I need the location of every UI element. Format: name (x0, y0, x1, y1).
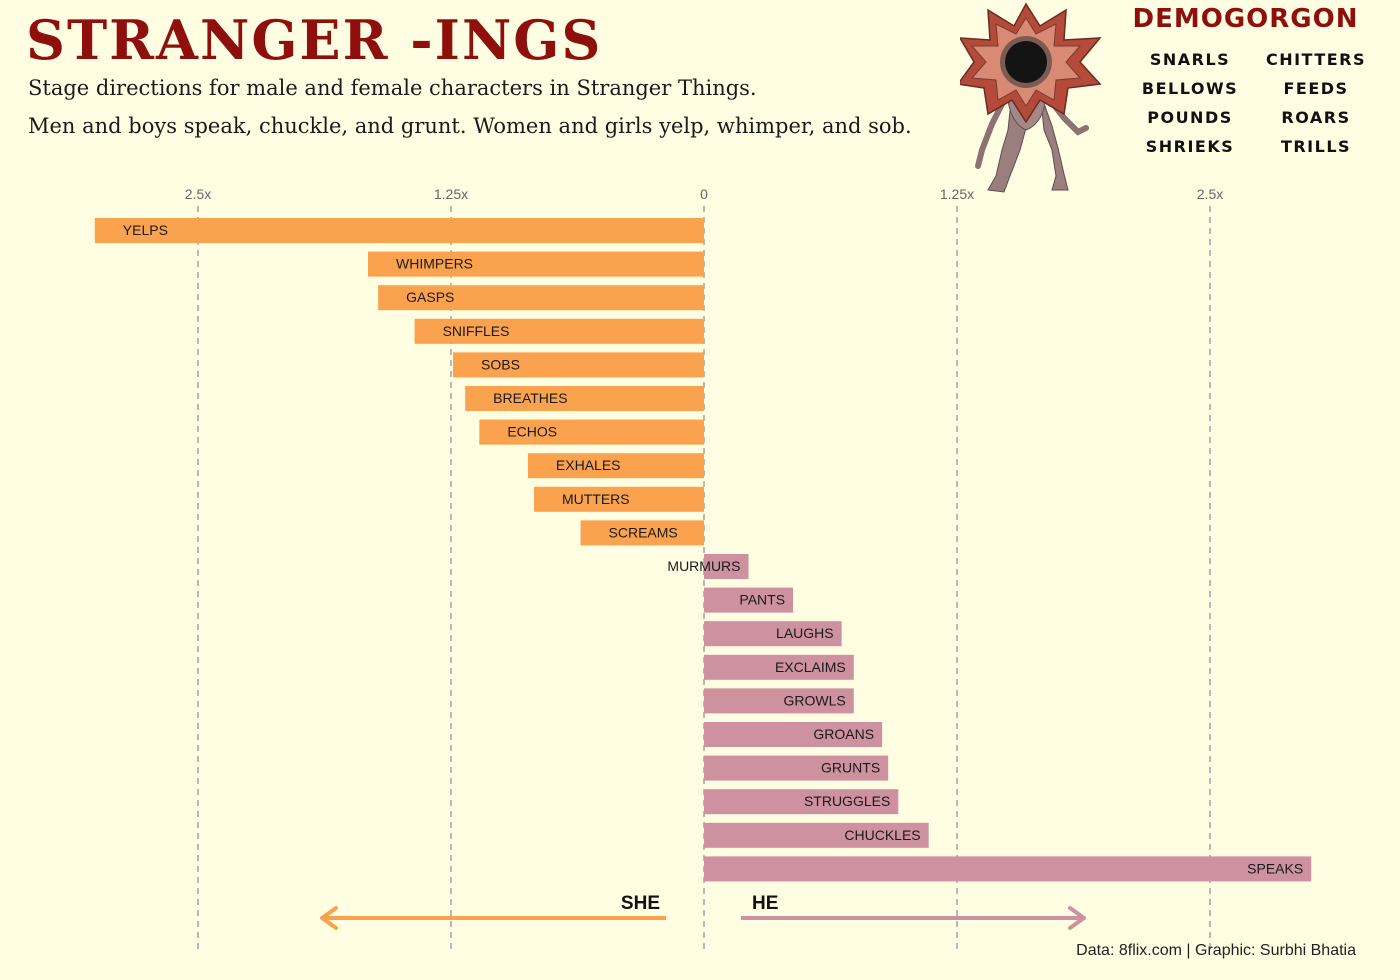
bar-label: MURMURS (667, 558, 740, 574)
bar-label: GRUNTS (821, 760, 880, 776)
bar-murmurs (704, 554, 749, 579)
chart-source-credit: Data: 8flix.com | Graphic: Surbhi Bhatia (1076, 942, 1356, 959)
chart-subtitle: Stage directions for male and female cha… (28, 76, 757, 100)
bar-exhales (527, 453, 704, 479)
demogorgon-word: POUNDS (1147, 108, 1233, 127)
bar-mutters (533, 486, 704, 512)
bar-pants (704, 587, 794, 613)
she-arrow-head (320, 906, 338, 930)
bar-groans (704, 722, 883, 747)
bar-label: CHUCKLES (844, 827, 920, 843)
bar-gasps (378, 285, 704, 311)
bar-sobs (453, 352, 704, 378)
bar-label: PANTS (739, 592, 785, 608)
chart-title: STRANGER -INGS (26, 8, 603, 72)
demogorgon-word: FEEDS (1283, 79, 1349, 98)
bar-label: EXHALES (556, 457, 621, 473)
bar-sniffles (414, 318, 704, 344)
bar-label: BREATHES (493, 390, 567, 406)
bar-screams (580, 520, 704, 546)
x-tick-label: 1.25x (434, 186, 468, 202)
demogorgon-word: BELLOWS (1141, 79, 1239, 98)
demogorgon-figure-icon (960, 2, 1102, 193)
bar-label: WHIMPERS (396, 256, 473, 272)
demogorgon-word: SHRIEKS (1145, 137, 1235, 156)
bar-label: MUTTERS (562, 491, 630, 507)
bar-label: ECHOS (507, 424, 557, 440)
bar-label: SPEAKS (1247, 860, 1303, 876)
demogorgon-word: TRILLS (1280, 137, 1352, 156)
bar-chuckles (704, 822, 929, 848)
bar-breathes (465, 386, 704, 411)
bar-struggles (704, 789, 899, 815)
demogorgon-word: SNARLS (1149, 50, 1231, 69)
bar-label: SNIFFLES (443, 323, 510, 339)
x-tick-label: 1.25x (940, 186, 974, 202)
he-direction-label: HE (752, 893, 778, 914)
he-arrow-head (1068, 906, 1086, 930)
bar-label: EXCLAIMS (775, 659, 846, 675)
bar-label: GASPS (406, 289, 454, 305)
bar-label: YELPS (123, 222, 168, 238)
x-tick-label: 0 (700, 186, 708, 202)
bar-label: GROANS (813, 726, 874, 742)
demogorgon-title: DEMOGORGON (1132, 4, 1359, 34)
bar-whimpers (368, 251, 704, 277)
bar-laughs (704, 621, 842, 647)
bar-exclaims (704, 654, 854, 680)
bar-yelps (94, 218, 704, 243)
she-direction-label: SHE (621, 893, 660, 914)
chart-subtitle-2: Men and boys speak, chuckle, and grunt. … (28, 114, 912, 138)
bar-echos (479, 419, 704, 445)
bar-label: SCREAMS (609, 524, 678, 540)
demogorgon-word: CHITTERS (1265, 50, 1367, 69)
bar-label: GROWLS (784, 692, 846, 708)
bar-grunts (704, 755, 889, 781)
demogorgon-word: ROARS (1281, 108, 1351, 127)
x-tick-label: 2.5x (185, 186, 211, 202)
bar-label: LAUGHS (776, 625, 834, 641)
bar-speaks (704, 856, 1312, 882)
bar-label: STRUGGLES (804, 793, 890, 809)
bar-label: SOBS (481, 356, 520, 372)
bar-growls (704, 688, 854, 714)
x-tick-label: 2.5x (1197, 186, 1223, 202)
